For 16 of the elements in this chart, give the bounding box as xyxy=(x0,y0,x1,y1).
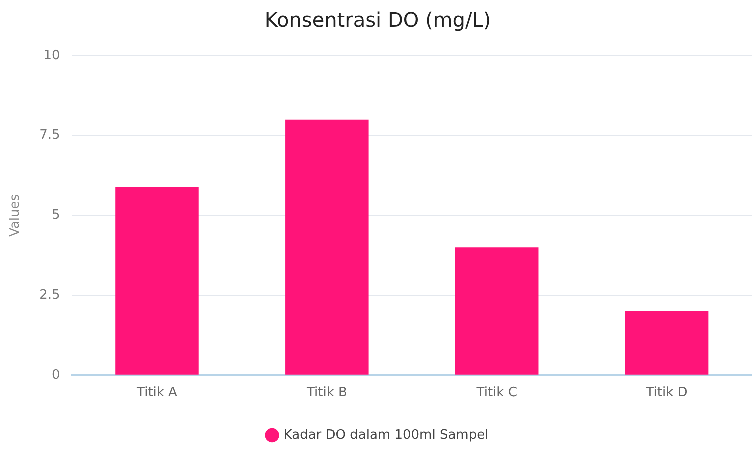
legend-label: Kadar DO dalam 100ml Sampel xyxy=(284,428,489,443)
bar xyxy=(455,248,539,375)
bar xyxy=(116,186,199,375)
bar xyxy=(625,312,709,375)
y-tick-label: 10 xyxy=(44,48,60,64)
y-axis-title: Values xyxy=(8,194,24,237)
chart-title: Konsentrasi DO (mg/L) xyxy=(264,8,492,32)
x-tick-label: Titik D xyxy=(645,386,688,401)
y-tick-label: 7.5 xyxy=(40,128,60,144)
x-tick-label: Titik C xyxy=(476,386,518,401)
y-tick-label: 2.5 xyxy=(40,288,60,303)
x-tick-label: Titik B xyxy=(306,386,348,401)
y-tick-label: 0 xyxy=(52,368,60,383)
y-tick-label: 5 xyxy=(52,208,60,224)
x-tick-label: Titik A xyxy=(136,386,178,401)
bar xyxy=(286,120,369,375)
